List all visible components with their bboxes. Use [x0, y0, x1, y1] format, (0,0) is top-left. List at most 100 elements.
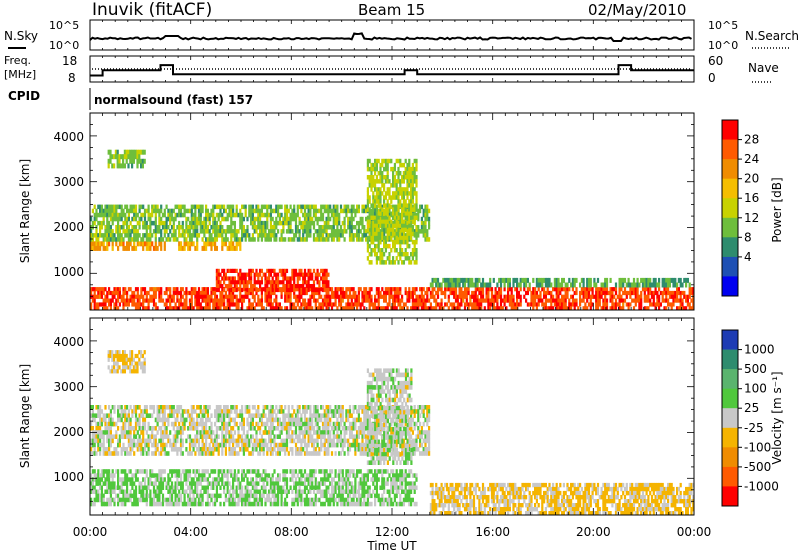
heat-cell [379, 240, 381, 245]
heat-cell [255, 486, 257, 491]
heat-cell [209, 217, 211, 222]
heat-cell [158, 225, 160, 230]
heat-cell [311, 217, 313, 222]
heat-cell [572, 287, 574, 291]
heat-cell [500, 283, 502, 288]
heat-cell [297, 473, 299, 478]
heat-cell [318, 284, 320, 288]
heat-cell [140, 291, 142, 295]
heat-cell [415, 175, 417, 180]
heat-cell [257, 276, 259, 280]
heat-cell [525, 283, 527, 288]
heat-cell [164, 213, 166, 218]
heat-cell [124, 502, 126, 507]
heat-cell [210, 498, 212, 503]
heat-cell [315, 494, 317, 499]
heat-cell [255, 477, 257, 482]
heat-cell [599, 302, 601, 306]
heat-cell [327, 213, 329, 218]
heat-cell [191, 299, 193, 303]
heat-cell [335, 469, 337, 474]
heat-cell [246, 486, 248, 491]
heat-cell [182, 287, 184, 291]
heat-cell [200, 217, 202, 222]
heat-cell [119, 287, 121, 291]
heat-cell [113, 233, 115, 238]
heat-cell [557, 278, 559, 283]
heat-cell [270, 205, 272, 210]
heat-cell [379, 187, 381, 192]
heat-cell [397, 175, 399, 180]
heat-cell [124, 213, 126, 218]
heat-cell [164, 233, 166, 238]
heat-cell [385, 260, 387, 265]
heat-cell [311, 477, 313, 482]
heat-cell [579, 295, 581, 299]
heat-cell [388, 179, 390, 184]
heat-cell [139, 233, 141, 238]
heat-cell [539, 291, 541, 295]
heat-cell [234, 221, 236, 226]
heat-cell [257, 237, 259, 242]
heat-cell [209, 473, 211, 478]
heat-cell [187, 217, 189, 222]
heat-cell [423, 287, 425, 291]
heat-cell [689, 283, 691, 288]
heat-cell [293, 288, 295, 292]
heat-cell [396, 236, 398, 241]
heat-cell [351, 299, 353, 303]
heat-cell [207, 225, 209, 230]
heat-cell [155, 295, 157, 299]
heat-cell [246, 229, 248, 234]
heat-cell [142, 295, 144, 299]
heat-cell [281, 205, 283, 210]
heat-cell [543, 287, 545, 291]
heat-cell [117, 299, 119, 303]
heat-cell [223, 269, 225, 273]
heat-cell [415, 191, 417, 196]
heat-cell [295, 469, 297, 474]
heat-cell [193, 477, 195, 482]
heat-cell [378, 299, 380, 303]
heat-cell [149, 237, 151, 242]
heat-cell [243, 469, 245, 474]
heat-cell [367, 163, 369, 168]
heat-cell [149, 246, 151, 251]
heat-cell [405, 302, 407, 306]
heat-cell [275, 217, 277, 222]
heat-cell [306, 494, 308, 499]
heat-cell [237, 477, 239, 482]
heat-cell [579, 283, 581, 288]
heat-cell [108, 221, 110, 226]
heat-cell [387, 171, 389, 176]
heat-cell [236, 246, 238, 251]
heat-cell [405, 207, 407, 212]
heat-cell [230, 217, 232, 222]
heat-cell [394, 216, 396, 221]
heat-cell [415, 195, 417, 200]
heat-cell [173, 299, 175, 303]
heat-cell [117, 494, 119, 499]
heat-cell [270, 295, 272, 299]
heat-cell [318, 288, 320, 292]
heat-cell [516, 278, 518, 283]
heat-cell [133, 159, 135, 164]
heat-cell [672, 302, 674, 306]
heat-cell [509, 278, 511, 283]
heat-cell [354, 213, 356, 218]
heat-cell [340, 225, 342, 230]
heat-cell [333, 225, 335, 230]
heat-cell [185, 490, 187, 495]
heat-cell [336, 205, 338, 210]
heat-cell [687, 299, 689, 303]
heat-cell [259, 284, 261, 288]
heat-cell [216, 246, 218, 251]
heat-cell [387, 163, 389, 168]
heat-cell [410, 203, 412, 208]
heat-cell [448, 295, 450, 299]
heat-cell [313, 295, 315, 299]
heat-cell [338, 213, 340, 218]
heat-cell [500, 295, 502, 299]
heat-cell [415, 167, 417, 172]
heat-cell [223, 288, 225, 292]
